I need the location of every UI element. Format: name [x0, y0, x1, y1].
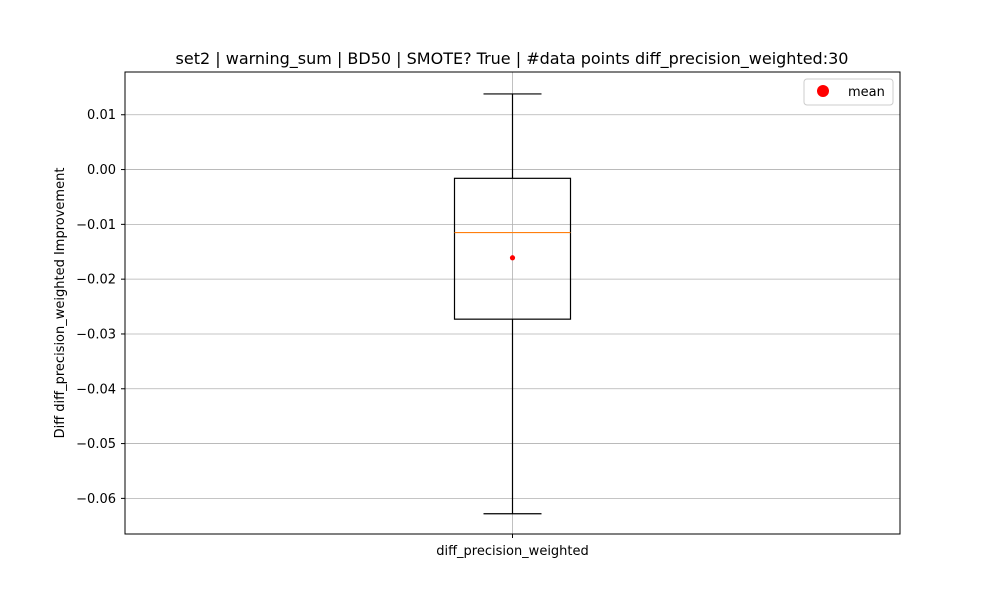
- legend-mean-label: mean: [848, 85, 885, 100]
- y-tick-label: −0.03: [76, 327, 116, 342]
- y-tick-label: −0.04: [76, 382, 116, 397]
- tick-layer: 0.01 0.00 −0.01 −0.02 −0.03 −0.04 −0.05 −0.06 di…: [76, 108, 589, 559]
- y-tick-label: −0.06: [76, 492, 116, 507]
- y-tick-label: 0.00: [87, 163, 116, 178]
- x-tick-label: diff_precision_weighted: [436, 544, 589, 559]
- y-tick-label: 0.01: [87, 108, 116, 123]
- chart-title: set2 | warning_sum | BD50 | SMOTE? True …: [176, 49, 849, 69]
- box-layer: [453, 93, 572, 515]
- y-tick-label: −0.05: [76, 437, 116, 452]
- legend: mean: [803, 78, 894, 106]
- legend-frame: [803, 78, 894, 106]
- y-tick-label: −0.02: [76, 273, 116, 288]
- legend-mean-marker: [817, 85, 829, 97]
- y-axis-label: Diff diff_precision_weighted Improvement: [53, 168, 68, 439]
- y-tick-label: −0.01: [76, 218, 116, 233]
- iqr-box: [453, 177, 572, 320]
- mean-marker: [509, 255, 516, 261]
